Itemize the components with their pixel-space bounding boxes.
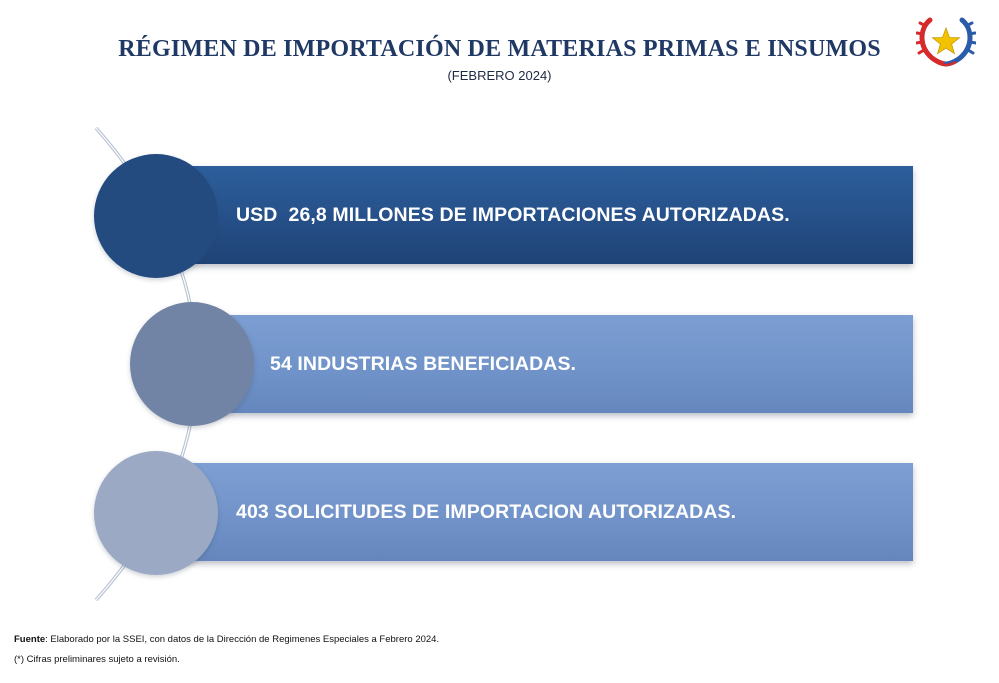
metric-text-requests: 403 SOLICITUDES DE IMPORTACION AUTORIZAD…	[236, 500, 737, 523]
preliminary-note: (*) Cifras preliminares sujeto a revisió…	[14, 654, 180, 665]
metric-circle-industries	[130, 302, 254, 426]
source-label: Fuente	[14, 634, 46, 645]
page-title: RÉGIMEN DE IMPORTACIÓN DE MATERIAS PRIMA…	[118, 36, 881, 62]
national-coat-of-arms-icon	[916, 17, 976, 67]
metric-text-imports: USD 26,8 MILLONES DE IMPORTACIONES AUTOR…	[236, 203, 790, 226]
metric-text-industries: 54 INDUSTRIAS BENEFICIADAS.	[270, 352, 577, 375]
source-note: Fuente: Elaborado por la SSEI, con datos…	[14, 634, 439, 645]
metric-bar-requests: 403 SOLICITUDES DE IMPORTACION AUTORIZAD…	[158, 463, 913, 561]
metric-circle-imports	[94, 154, 218, 278]
page-subtitle: (FEBRERO 2024)	[447, 68, 552, 83]
source-text: : Elaborado por la SSEI, con datos de la…	[45, 634, 440, 645]
metric-bar-imports: USD 26,8 MILLONES DE IMPORTACIONES AUTOR…	[158, 166, 913, 264]
metric-circle-requests	[94, 451, 218, 575]
metric-bar-industries: 54 INDUSTRIAS BENEFICIADAS.	[192, 315, 913, 413]
